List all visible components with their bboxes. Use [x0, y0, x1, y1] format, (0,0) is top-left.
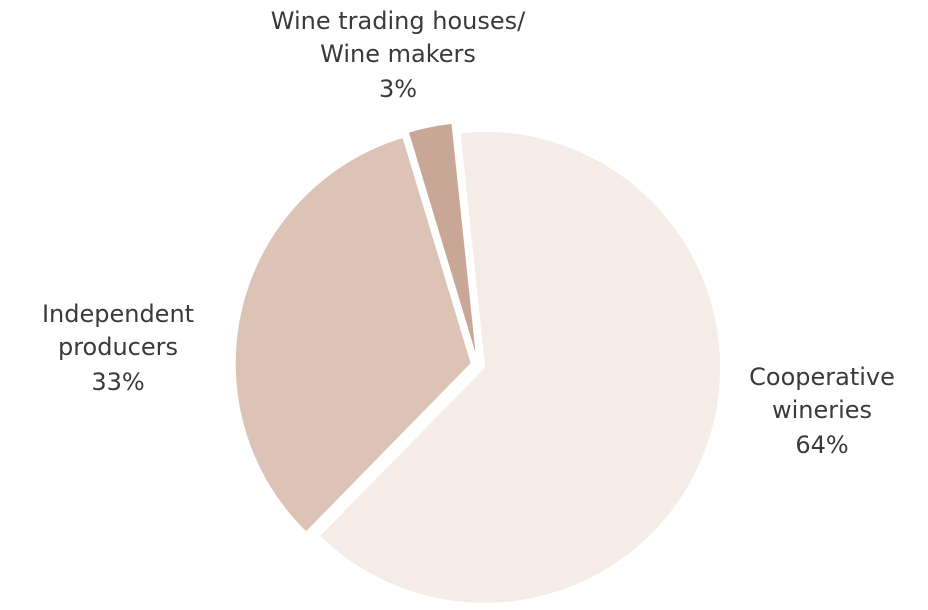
slice-label: wineries — [772, 396, 872, 424]
slice-label: Independent — [42, 300, 194, 328]
pie-slice — [407, 122, 478, 359]
value-label: 64% — [795, 431, 848, 459]
slice-label: Cooperative — [749, 363, 895, 391]
labels: Cooperative wineries 64% Independent produce… — [42, 7, 895, 459]
value-label: 3% — [379, 75, 417, 103]
slice-label: Wine makers — [320, 40, 476, 68]
slice-label: producers — [58, 333, 178, 361]
pie — [234, 122, 722, 604]
pie-slice — [234, 136, 472, 533]
pie-slice — [318, 130, 722, 604]
slice-label: Wine trading houses/ — [271, 7, 526, 35]
value-label: 33% — [91, 368, 144, 396]
